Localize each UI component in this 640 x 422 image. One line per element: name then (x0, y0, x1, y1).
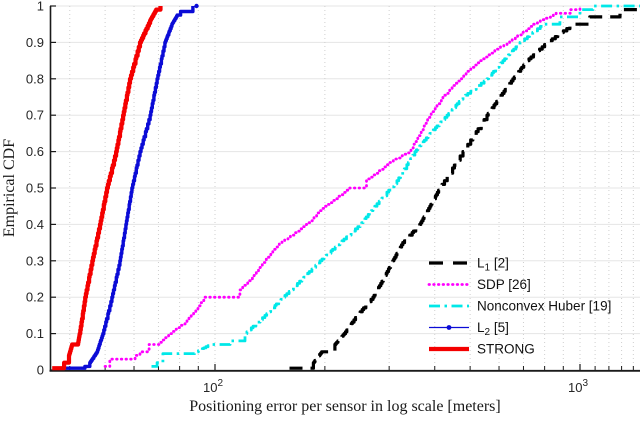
legend-label: L2 [5] (477, 320, 509, 338)
y-tick-label: 0.6 (26, 144, 44, 159)
legend-item-strong: STRONG (429, 342, 535, 357)
curve-sdp-26- (103, 4, 582, 368)
y-tick-label: 0.5 (26, 181, 44, 196)
legend-marker-sample (446, 325, 452, 330)
x-tick-label: 103 (568, 378, 588, 395)
tick-marks (50, 5, 634, 371)
y-tick-label: 1 (37, 0, 44, 14)
curve-strong (52, 6, 163, 371)
y-tick-label: 0.9 (26, 35, 44, 50)
legend-item-l-2-5-: L2 [5] (429, 320, 509, 338)
curve-end-marker (194, 3, 199, 9)
y-tick-label: 0.3 (26, 253, 44, 268)
y-tick-label: 0.2 (26, 290, 44, 305)
y-tick-label: 0 (37, 363, 44, 378)
legend-label: STRONG (477, 342, 535, 357)
legend-item-l-1-2-: L1 [2] (429, 256, 509, 274)
legend-label: L1 [2] (477, 256, 509, 274)
x-axis-label: Positioning error per sensor in log scal… (189, 398, 500, 415)
curve-nonconvex-huber-19- (151, 4, 640, 368)
tick-labels: 0 0.1 0.2 0.3 0.4 0.5 0.6 0.7 0.8 0.9 1 102 103 (26, 0, 589, 395)
cdf-curves (52, 3, 640, 371)
grid-lines (50, 5, 640, 370)
curve-l-2-5- (64, 6, 195, 370)
legend-label: SDP [26] (477, 277, 531, 292)
legend-item-sdp-26-: SDP [26] (427, 277, 531, 292)
y-tick-label: 0.8 (26, 71, 44, 86)
y-tick-label: 0.1 (26, 326, 44, 341)
x-tick-label: 102 (203, 378, 223, 395)
chart-legend: L1 [2] SDP [26] Nonconvex Huber [19] L2 [5]… (427, 256, 611, 357)
y-tick-label: 0.7 (26, 108, 44, 123)
legend-label: Nonconvex Huber [19] (477, 299, 611, 314)
y-tick-label: 0.4 (26, 217, 44, 232)
legend-item-nonconvex-huber-19-: Nonconvex Huber [19] (429, 299, 611, 314)
curve-l-1-2- (289, 7, 640, 370)
y-axis-label: Empirical CDF (1, 139, 18, 237)
